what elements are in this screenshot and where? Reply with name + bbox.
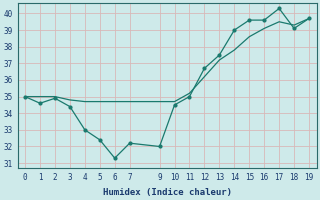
X-axis label: Humidex (Indice chaleur): Humidex (Indice chaleur): [102, 188, 232, 197]
